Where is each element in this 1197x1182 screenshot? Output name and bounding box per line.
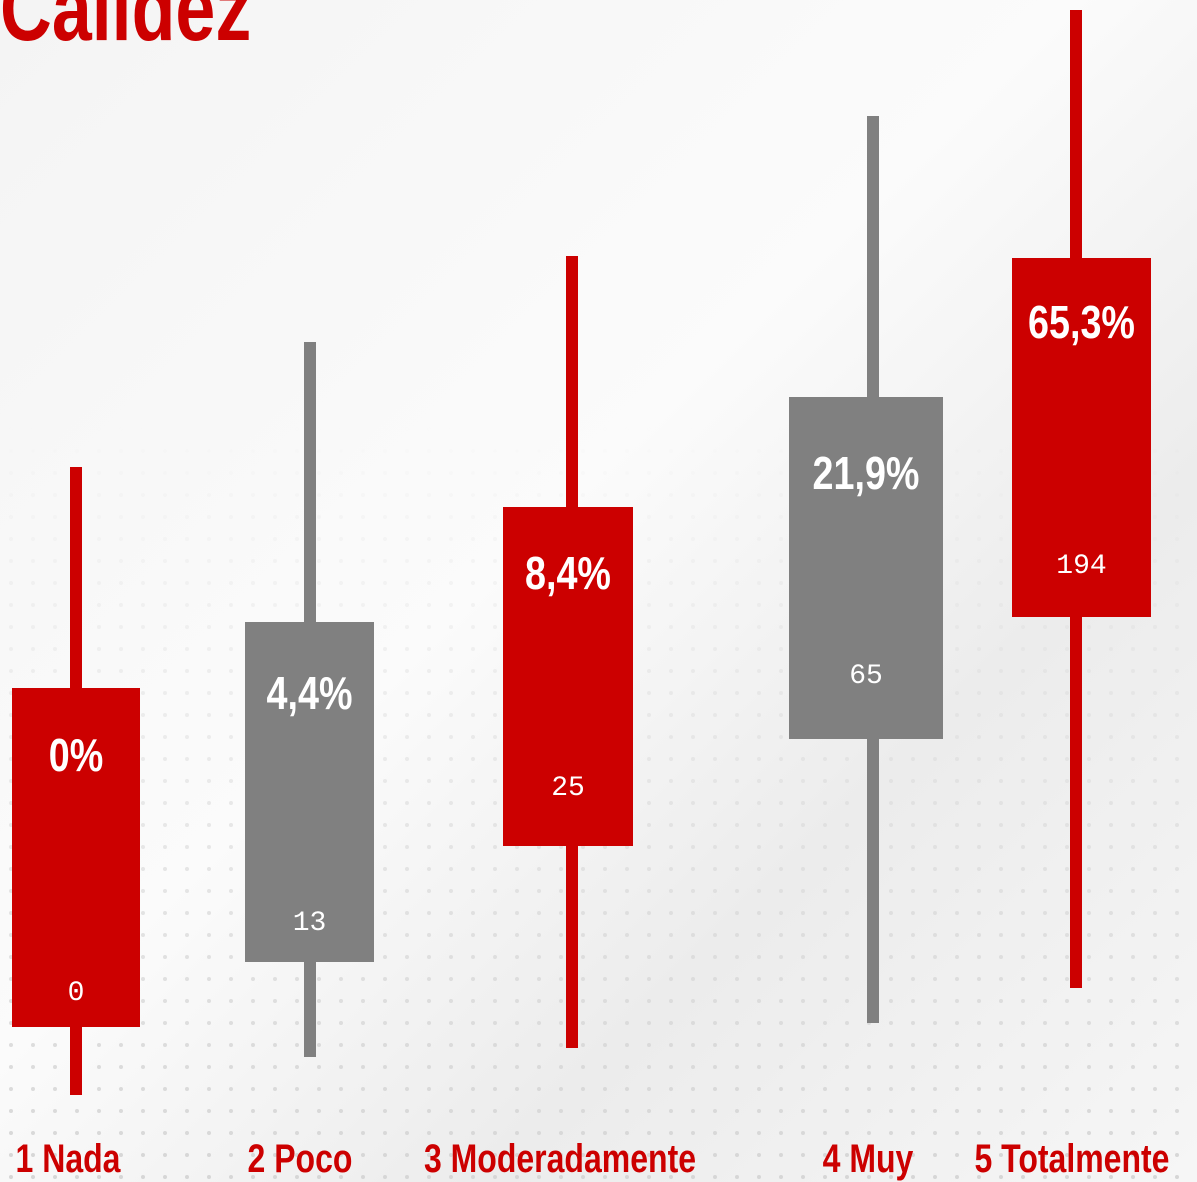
count: 194 bbox=[1056, 551, 1106, 582]
category-label: 4 Muy bbox=[823, 1136, 914, 1181]
body bbox=[789, 397, 943, 739]
category-label: 1 Nada bbox=[16, 1136, 122, 1181]
count: 65 bbox=[849, 661, 883, 692]
title: Calidez bbox=[0, 0, 251, 60]
percent: 65,3% bbox=[1028, 296, 1135, 347]
category-label: 5 Totalmente bbox=[975, 1136, 1170, 1181]
percent: 21,9% bbox=[813, 447, 920, 498]
category-label: 2 Poco bbox=[248, 1136, 353, 1181]
percent: 8,4% bbox=[525, 547, 611, 598]
body bbox=[1012, 258, 1151, 617]
count: 0 bbox=[68, 978, 85, 1009]
percent: 0% bbox=[49, 729, 104, 780]
category-label: 3 Moderadamente bbox=[424, 1136, 696, 1181]
count: 13 bbox=[293, 908, 327, 939]
candles: 0% 0 1 Nada 4,4% 13 2 Poco 8,4% 25 3 Moderadamen… bbox=[12, 10, 1169, 1181]
body bbox=[245, 622, 374, 962]
body bbox=[503, 507, 633, 846]
count: 25 bbox=[551, 773, 585, 804]
percent: 4,4% bbox=[267, 667, 353, 718]
body bbox=[12, 688, 140, 1027]
